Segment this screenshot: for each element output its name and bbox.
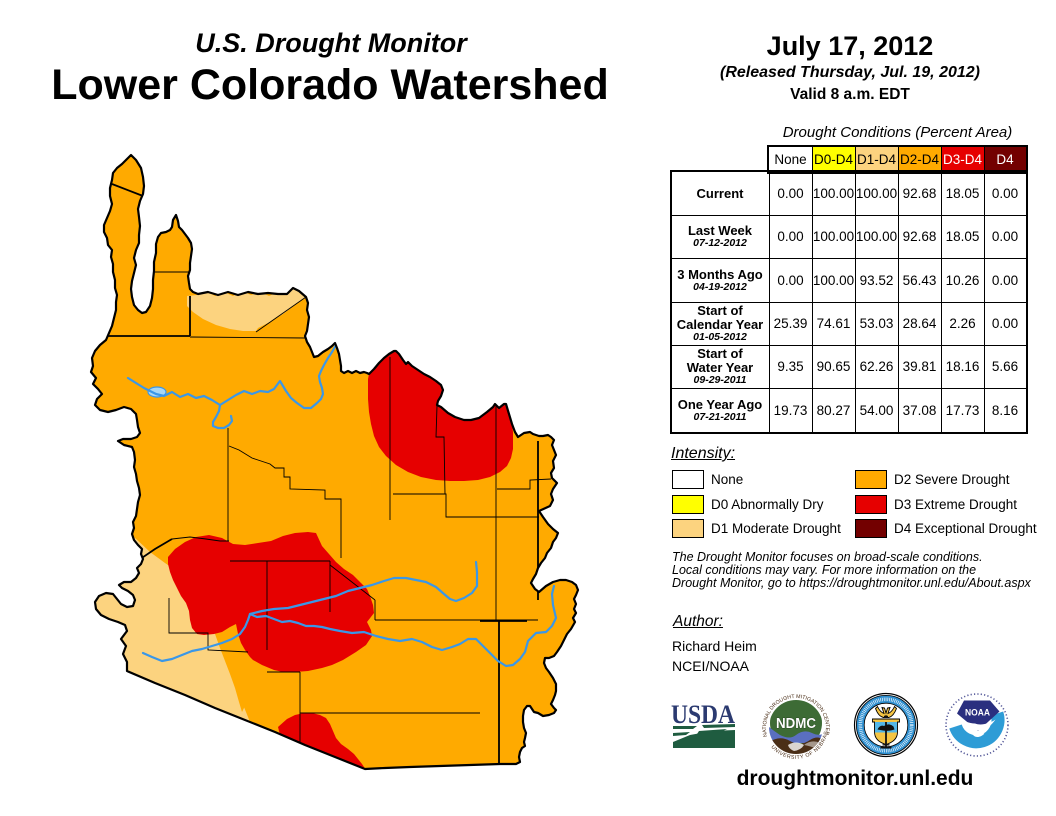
- svg-text:NOAA: NOAA: [965, 708, 990, 718]
- svg-text:NDMC: NDMC: [776, 716, 816, 732]
